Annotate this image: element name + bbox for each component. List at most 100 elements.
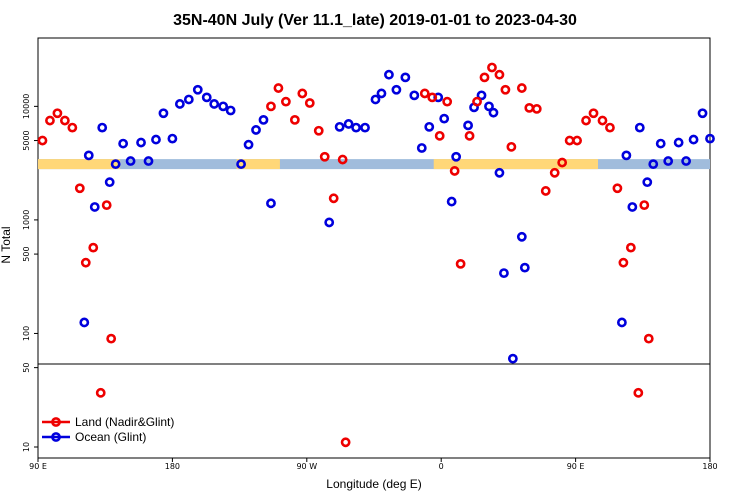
ocean-point: [627, 202, 638, 212]
plot-frame: [37, 37, 711, 459]
ocean-point: [192, 84, 203, 95]
land-point: [500, 84, 511, 95]
ocean-point: [110, 159, 121, 170]
legend-item-ocean: Ocean (Glint): [42, 430, 146, 444]
legend-label-land: Land (Nadir&Glint): [75, 415, 174, 429]
land-point: [618, 257, 629, 268]
ocean-point: [519, 262, 530, 273]
ocean-point: [616, 317, 627, 328]
ocean-point: [409, 90, 420, 101]
land-point: [549, 167, 560, 178]
land-point: [524, 102, 535, 113]
land-point: [633, 387, 644, 398]
x-tick-label: 90 E: [29, 462, 47, 471]
land-band-segment: [38, 159, 121, 170]
ocean-point: [673, 137, 684, 148]
ocean-point: [236, 159, 246, 170]
land-point: [506, 141, 517, 152]
y-tick-label: 50: [22, 363, 31, 373]
x-axis-label: Longitude (deg E): [326, 477, 421, 491]
ocean-point: [251, 125, 261, 135]
land-point: [540, 186, 551, 196]
ocean-point: [351, 122, 361, 133]
ocean-point: [209, 99, 220, 109]
ocean-point: [634, 122, 645, 133]
ocean-point: [648, 159, 659, 170]
series-ocean-points: [79, 69, 715, 364]
land-point: [88, 242, 99, 253]
land-point: [564, 135, 575, 146]
ocean-point: [376, 88, 387, 99]
ocean-point: [663, 156, 674, 166]
land-point: [95, 387, 106, 398]
ocean-point: [83, 150, 94, 161]
y-tick-label: 100: [22, 326, 31, 341]
ocean-point: [494, 167, 505, 178]
ocean-point: [104, 177, 115, 188]
land-point: [52, 108, 63, 119]
series-land-points: [37, 62, 654, 448]
ocean-point: [391, 84, 402, 95]
ocean-point: [384, 69, 394, 80]
ocean-point: [476, 90, 487, 101]
ocean-point: [258, 114, 269, 125]
land-point: [472, 96, 482, 107]
land-point: [266, 101, 276, 112]
ocean-point: [621, 150, 632, 161]
chart-title: 35N-40N July (Ver 11.1_late) 2019-01-01 …: [173, 12, 577, 29]
land-point: [605, 122, 615, 133]
ocean-point: [201, 92, 212, 103]
ocean-point: [158, 108, 169, 119]
ocean-point: [143, 156, 154, 166]
land-point: [516, 83, 527, 93]
land-point: [45, 115, 55, 126]
y-tick-label: 5000: [22, 130, 31, 150]
ocean-point: [174, 99, 185, 109]
ocean-point: [118, 138, 129, 149]
land-point: [434, 130, 445, 141]
ocean-point: [266, 198, 276, 209]
ocean-point: [697, 108, 708, 119]
land-point: [479, 72, 490, 83]
ocean-point: [484, 101, 494, 112]
land-point: [74, 183, 85, 194]
land-point: [101, 200, 112, 211]
ocean-point: [655, 138, 666, 149]
ocean-point: [463, 120, 473, 131]
land-point: [464, 130, 475, 141]
ocean-point: [167, 133, 178, 144]
land-point: [340, 437, 351, 448]
x-tick-label: 0: [439, 462, 444, 471]
land-point: [273, 83, 284, 93]
x-tick-label: 180: [702, 462, 717, 471]
land-point: [588, 108, 599, 119]
ocean-point: [225, 105, 236, 116]
land-point: [328, 193, 339, 204]
land-point: [581, 115, 591, 126]
land-point: [337, 154, 348, 165]
ocean-point: [424, 121, 435, 132]
ocean-point: [324, 217, 335, 228]
legend-item-land: Land (Nadir&Glint): [42, 415, 174, 429]
legend: Land (Nadir&Glint) Ocean (Glint): [42, 415, 174, 444]
ocean-point: [681, 156, 692, 166]
land-point: [625, 242, 636, 253]
legend-label-ocean: Ocean (Glint): [75, 430, 146, 444]
ocean-point: [705, 133, 715, 144]
land-point: [289, 114, 300, 125]
ocean-point: [507, 353, 518, 364]
ocean-point: [451, 151, 462, 162]
ocean-point: [218, 101, 229, 112]
ocean-point: [79, 317, 90, 328]
ocean-point: [136, 137, 146, 148]
land-point: [557, 157, 568, 168]
land-point: [643, 333, 654, 344]
land-point: [531, 103, 542, 114]
land-point: [494, 69, 505, 80]
land-point: [449, 166, 460, 176]
land-point: [297, 88, 308, 99]
ocean-point: [343, 119, 354, 129]
ocean-point: [125, 156, 136, 166]
land-point: [597, 115, 608, 126]
